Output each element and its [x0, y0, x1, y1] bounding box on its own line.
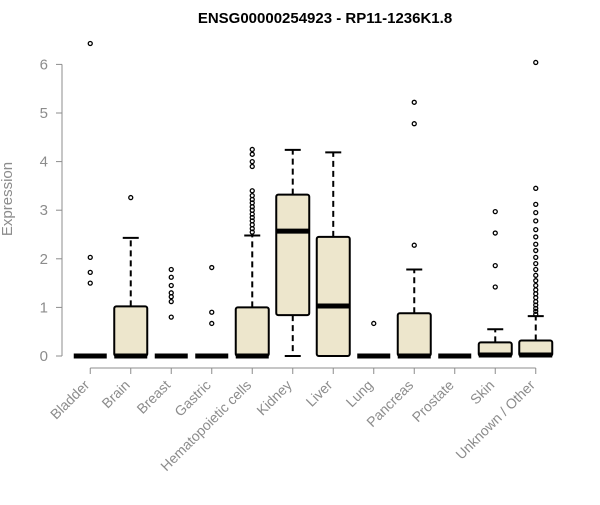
outlier-point — [209, 309, 215, 315]
outlier-point — [533, 201, 539, 208]
x-tick-label: Liver — [303, 377, 336, 410]
outlier-point — [492, 230, 498, 236]
outlier-point — [168, 282, 174, 289]
outlier-point — [533, 226, 539, 233]
x-tick-label: Breast — [133, 377, 173, 417]
outlier-point — [209, 320, 215, 327]
outlier-point — [168, 274, 174, 280]
box-group — [396, 99, 432, 359]
outlier-point — [533, 278, 539, 284]
outlier-point — [128, 194, 134, 201]
outlier-point — [249, 151, 255, 157]
box-group — [154, 266, 188, 359]
x-tick-label: Brain — [98, 377, 132, 411]
y-tick-label: 6 — [40, 56, 48, 73]
y-axis: 0 1 2 3 4 5 6 — [40, 56, 63, 365]
outlier-point — [533, 218, 539, 224]
outlier-point — [249, 188, 255, 194]
chart-title: ENSG00000254923 - RP11-1236K1.8 — [198, 10, 452, 27]
y-tick-label: 1 — [40, 299, 48, 316]
outlier-point — [533, 209, 539, 216]
y-axis-label: Expression — [0, 162, 16, 236]
x-tick-label: Kidney — [253, 377, 295, 419]
y-tick-label: 4 — [40, 154, 48, 171]
outlier-point — [533, 311, 539, 317]
y-tick-label: 3 — [40, 202, 48, 219]
outlier-point — [533, 247, 539, 254]
x-tick-label: Prostate — [409, 377, 457, 425]
outlier-point — [533, 287, 539, 293]
outlier-point — [533, 282, 539, 289]
outlier-point — [249, 163, 255, 170]
y-tick-label: 0 — [40, 348, 48, 365]
outlier-point — [87, 280, 93, 286]
x-tick-label: Lung — [343, 377, 376, 410]
outlier-point — [492, 209, 498, 215]
box-body — [113, 305, 149, 358]
outlier-point — [168, 298, 174, 305]
outlier-point — [533, 59, 539, 66]
outlier-point — [249, 192, 255, 199]
x-tick-label: Bladder — [47, 377, 93, 423]
outlier-point — [533, 308, 539, 314]
outlier-point — [209, 264, 215, 271]
box-group — [195, 264, 229, 359]
box-body — [234, 306, 270, 357]
box-body — [275, 193, 311, 317]
outlier-point — [533, 241, 539, 247]
outlier-point — [168, 314, 174, 320]
outlier-point — [249, 146, 255, 153]
outlier-point — [533, 254, 539, 260]
outlier-point — [371, 320, 377, 327]
box-group — [477, 209, 513, 358]
outlier-point — [168, 266, 174, 273]
box-group — [275, 148, 311, 357]
outlier-point — [533, 234, 539, 240]
outlier-point — [533, 185, 539, 191]
outlier-point — [87, 40, 93, 47]
outlier-point — [492, 284, 498, 290]
outlier-point — [492, 262, 498, 269]
outlier-point — [411, 99, 417, 105]
box-body — [396, 312, 432, 357]
y-tick-label: 5 — [40, 105, 48, 122]
outlier-point — [411, 121, 417, 127]
outlier-point — [533, 261, 539, 267]
outlier-point — [533, 266, 539, 273]
outlier-point — [411, 242, 417, 248]
box-group — [234, 146, 270, 359]
y-tick-label: 2 — [40, 251, 48, 268]
outlier-point — [87, 269, 93, 276]
outlier-point — [249, 158, 255, 165]
box-group — [357, 320, 391, 359]
box-group — [315, 151, 351, 357]
outlier-point — [87, 254, 93, 260]
box-group — [518, 59, 554, 358]
x-tick-label: Skin — [467, 377, 498, 408]
box-group — [113, 194, 149, 359]
box-body — [315, 235, 351, 357]
outlier-point — [168, 290, 174, 296]
outlier-point — [533, 272, 539, 278]
box-group — [73, 40, 107, 359]
box-series — [73, 40, 554, 359]
